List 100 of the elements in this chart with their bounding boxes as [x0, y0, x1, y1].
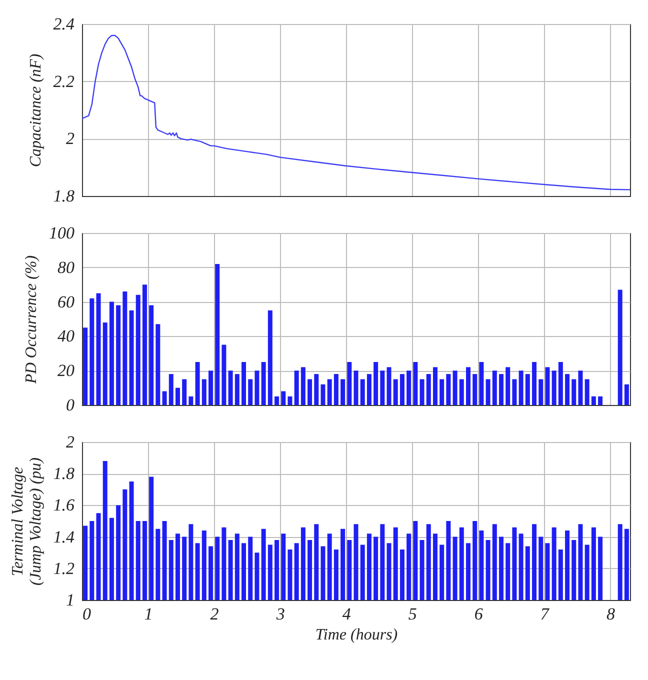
bar	[116, 305, 121, 405]
y-axis-title: Capacitance (nF)	[27, 54, 44, 168]
x-tick-label: 8	[606, 604, 616, 624]
y-tick-label: 1.8	[53, 186, 75, 206]
bar	[149, 305, 154, 405]
bar	[308, 379, 312, 405]
bar	[572, 379, 576, 405]
bar	[327, 379, 332, 405]
bar	[215, 264, 220, 405]
bar	[102, 322, 108, 405]
bar	[499, 374, 504, 405]
line-series	[82, 34, 630, 190]
bar	[446, 374, 451, 405]
bar	[340, 379, 346, 405]
bar	[142, 284, 147, 405]
y-tick-label: 1.4	[53, 527, 75, 546]
bar	[624, 384, 629, 405]
bar	[274, 396, 280, 405]
bar	[532, 362, 537, 405]
bar	[584, 379, 590, 405]
bar	[472, 374, 478, 405]
bar	[492, 370, 497, 405]
bar	[288, 396, 292, 405]
bar	[591, 396, 596, 405]
x-tick-label: 4	[342, 604, 352, 624]
bar	[175, 388, 180, 405]
bar	[360, 379, 365, 405]
bar	[334, 374, 338, 405]
bar	[234, 374, 240, 405]
bar	[222, 344, 226, 405]
bar	[558, 362, 563, 405]
y-tick-label: 2.4	[53, 14, 75, 34]
bar	[506, 367, 510, 405]
bar	[188, 396, 194, 405]
bar	[83, 328, 88, 405]
bar	[525, 374, 530, 405]
bar	[300, 367, 306, 405]
bar	[268, 310, 272, 405]
y-tick-label: 1.2	[53, 558, 75, 578]
bar	[374, 362, 378, 405]
y-tick-label: 1.6	[53, 496, 75, 515]
y-tick-label: 80	[58, 258, 75, 277]
bar	[109, 302, 114, 405]
y-tick-label: 60	[58, 292, 75, 312]
y-tick-label: 20	[58, 361, 75, 380]
y-tick-label: 1	[66, 590, 74, 610]
x-axis-title: Time (hours)	[315, 626, 398, 644]
y-tick-label: 40	[58, 326, 75, 346]
bar	[366, 374, 372, 405]
bar	[228, 370, 233, 405]
bar	[466, 367, 470, 405]
bar	[380, 370, 385, 405]
bar	[261, 362, 266, 405]
bar	[90, 298, 94, 405]
bar	[347, 362, 352, 405]
bar	[156, 324, 160, 405]
bar	[545, 367, 550, 405]
y-tick-label: 2	[66, 129, 75, 148]
y-tick-label: 0	[66, 396, 75, 414]
bar	[242, 362, 246, 405]
y-axis-title: PD Occurrence (%)	[23, 255, 40, 385]
x-tick-label: 6	[474, 604, 484, 624]
bar	[618, 290, 622, 405]
y-tick-label: 2.2	[53, 72, 75, 91]
bar	[452, 370, 458, 405]
bar	[168, 374, 174, 405]
bar	[413, 362, 418, 405]
bar	[314, 374, 319, 405]
bar	[182, 379, 187, 405]
bar	[129, 310, 134, 405]
bar	[320, 384, 326, 405]
bar	[479, 362, 484, 405]
bar	[512, 379, 517, 405]
bar	[294, 370, 299, 405]
bar	[195, 362, 200, 405]
bar	[406, 370, 412, 405]
bar	[598, 396, 603, 405]
y-tick-label: 2	[66, 432, 75, 452]
x-tick-label: 1	[144, 604, 153, 624]
y-tick-label: 100	[49, 224, 75, 242]
y-tick-label: 1.8	[53, 464, 75, 484]
bar	[420, 379, 424, 405]
bar	[96, 293, 101, 405]
x-tick-label: 2	[210, 604, 220, 624]
bar	[432, 367, 438, 405]
bar	[552, 370, 556, 405]
bar	[578, 370, 583, 405]
bar	[254, 370, 260, 405]
y-axis-title: Terminal Voltage (Jump Voltage) (pu)	[9, 458, 44, 586]
x-tick-label: 3	[275, 604, 285, 624]
x-tick-label: 5	[408, 604, 417, 624]
bar	[400, 374, 404, 405]
bar	[393, 379, 398, 405]
bar	[565, 374, 570, 405]
bar	[440, 379, 444, 405]
bar	[281, 391, 286, 405]
bar	[538, 379, 544, 405]
bar	[208, 370, 213, 405]
bar	[202, 379, 206, 405]
x-tick-label: 0	[82, 604, 92, 624]
